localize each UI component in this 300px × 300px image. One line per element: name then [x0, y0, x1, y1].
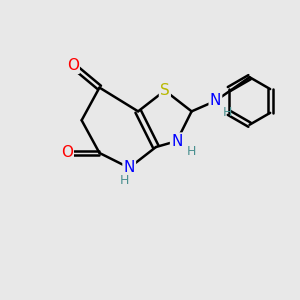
Text: N: N — [124, 160, 135, 175]
Text: H: H — [186, 145, 196, 158]
Text: O: O — [67, 58, 79, 73]
Text: O: O — [61, 146, 73, 160]
Text: N: N — [171, 134, 182, 148]
Text: H: H — [223, 106, 232, 119]
Text: H: H — [120, 174, 129, 187]
Text: S: S — [160, 83, 170, 98]
Text: N: N — [210, 94, 221, 109]
